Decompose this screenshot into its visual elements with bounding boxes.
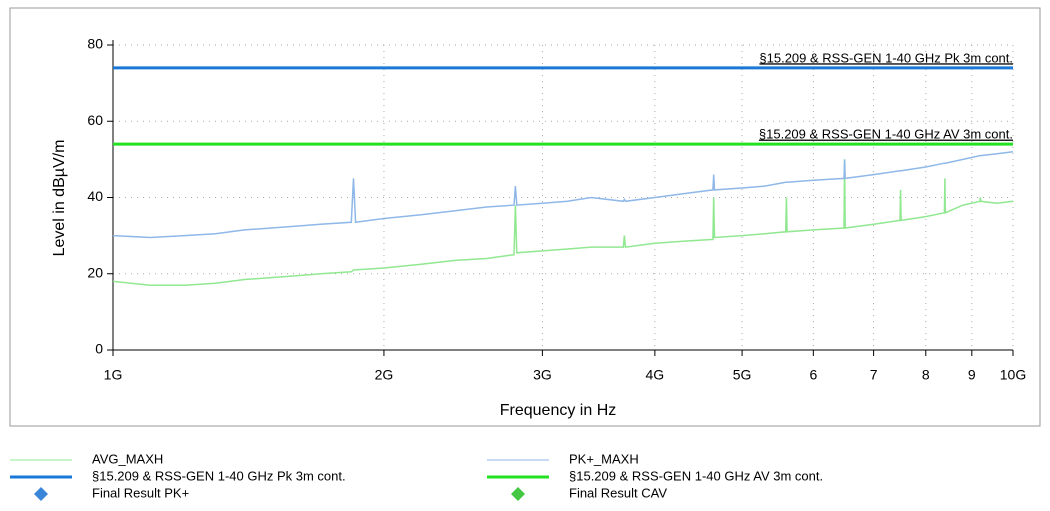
- x-tick-label: 7: [870, 367, 878, 383]
- x-tick-label: 1G: [104, 367, 123, 383]
- legend-marker: [511, 487, 525, 501]
- legend-marker: [34, 487, 48, 501]
- x-tick-label: 8: [922, 367, 930, 383]
- x-tick-label: 9: [968, 367, 976, 383]
- trace: [112, 151, 1014, 239]
- x-tick-label: 6: [809, 367, 817, 383]
- limit-label: §15.209 & RSS-GEN 1-40 GHz AV 3m cont.: [759, 127, 1013, 142]
- legend-label: AVG_MAXH: [92, 451, 163, 466]
- legend-label: PK+_MAXH: [569, 451, 639, 466]
- x-tick-label: 2G: [375, 367, 394, 383]
- trace: [112, 159, 1014, 286]
- x-tick-label: 10G: [1000, 367, 1026, 383]
- y-tick-label: 40: [87, 188, 103, 204]
- legend-label: §15.209 & RSS-GEN 1-40 GHz Pk 3m cont.: [92, 468, 346, 483]
- x-tick-label: 3G: [533, 367, 552, 383]
- chart-frame: [9, 7, 1041, 427]
- x-axis-label: Frequency in Hz: [500, 402, 617, 419]
- y-tick-label: 0: [95, 341, 103, 357]
- legend-label: §15.209 & RSS-GEN 1-40 GHz AV 3m cont.: [569, 468, 823, 483]
- y-tick-label: 20: [87, 264, 103, 280]
- y-tick-label: 80: [87, 36, 103, 52]
- y-tick-label: 60: [87, 112, 103, 128]
- legend-label: Final Result PK+: [92, 485, 189, 500]
- y-axis-label: Level in dBµV/m: [51, 140, 68, 257]
- x-tick-label: 4G: [646, 367, 665, 383]
- legend-label: Final Result CAV: [569, 485, 667, 500]
- limit-label: §15.209 & RSS-GEN 1-40 GHz Pk 3m cont.: [759, 50, 1013, 65]
- x-tick-label: 5G: [733, 367, 752, 383]
